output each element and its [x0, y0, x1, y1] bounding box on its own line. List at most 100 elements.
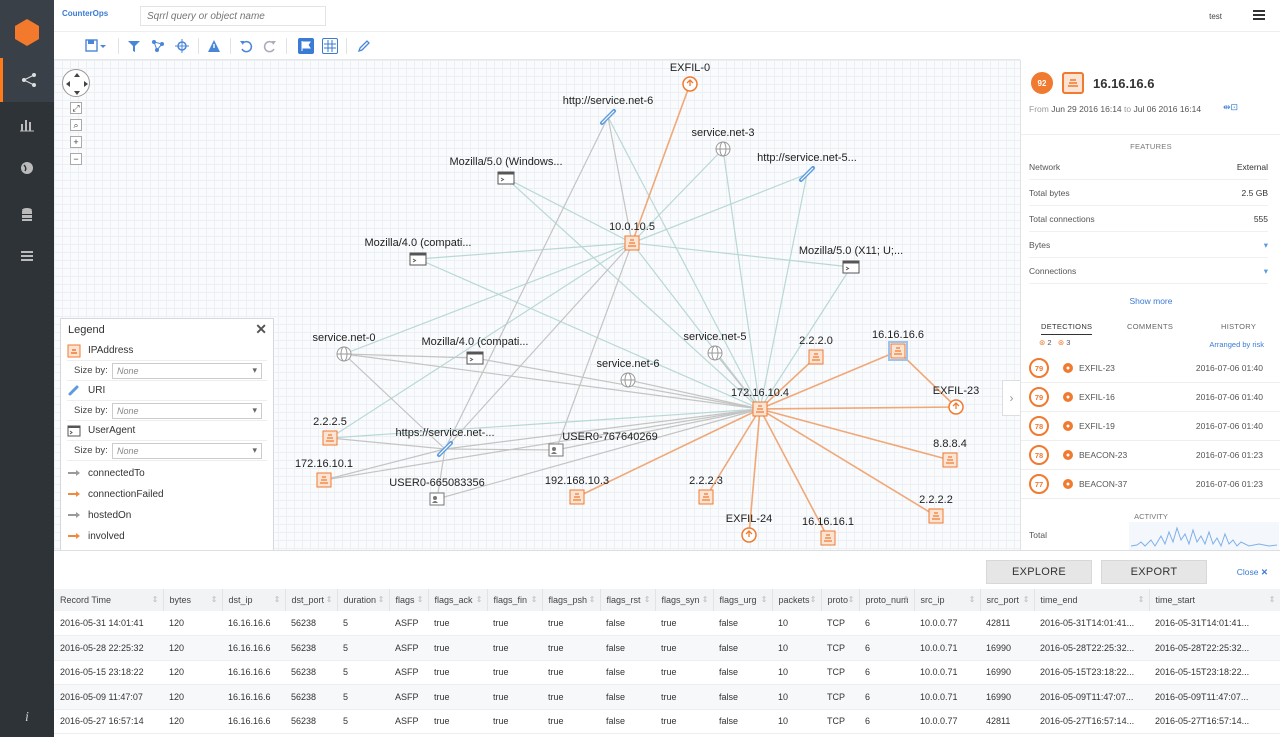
node-label[interactable]: Mozilla/4.0 (compati... — [365, 237, 472, 249]
column-header[interactable]: time_end — [1034, 589, 1150, 611]
info-nav-icon[interactable]: i — [25, 710, 29, 725]
ip-node-icon[interactable] — [322, 430, 338, 446]
graph-edge[interactable] — [631, 242, 761, 410]
ip-node-icon[interactable] — [808, 349, 824, 365]
ip-node-icon[interactable] — [752, 401, 768, 417]
node-label[interactable]: http://service.net-5... — [757, 152, 857, 164]
column-header[interactable]: time_start — [1149, 589, 1280, 611]
globe-node-icon[interactable] — [336, 346, 352, 362]
undo-icon[interactable] — [238, 38, 254, 54]
layout-icon[interactable] — [150, 38, 166, 54]
node-label[interactable]: EXFIL-0 — [670, 62, 710, 74]
detection-row[interactable]: 77 ● BEACON-37 2016-07-06 01:23 — [1021, 470, 1280, 499]
graph-nav-icon[interactable] — [0, 58, 54, 102]
column-header[interactable]: bytes — [163, 589, 223, 611]
exfil-node-icon[interactable] — [682, 76, 698, 92]
graph-edge[interactable] — [631, 148, 724, 244]
brand-name[interactable]: CounterOps — [62, 9, 109, 18]
column-header[interactable]: src_ip — [914, 589, 981, 611]
tab-comments[interactable]: COMMENTS — [1127, 322, 1174, 331]
export-button[interactable]: EXPORT — [1101, 560, 1207, 584]
graph-edge[interactable] — [505, 177, 633, 244]
globe-node-icon[interactable] — [707, 345, 723, 361]
table-row[interactable]: 2016-05-31 14:01:41 120 16.16.16.6 56238 5 AS… — [54, 611, 1280, 636]
column-header[interactable]: flags_urg — [713, 589, 773, 611]
search-input[interactable] — [140, 6, 326, 26]
node-label[interactable]: 172.16.10.1 — [295, 458, 353, 470]
graph-edge[interactable] — [759, 350, 899, 410]
globe-nav-icon[interactable] — [0, 146, 54, 190]
ip-node-icon[interactable] — [569, 489, 585, 505]
graph-edge[interactable] — [444, 408, 761, 450]
terminal-node-icon[interactable] — [409, 252, 427, 266]
column-header[interactable]: dst_port — [285, 589, 338, 611]
graph-edge[interactable] — [759, 408, 829, 539]
graph-edge[interactable] — [436, 448, 446, 500]
node-label[interactable]: 172.16.10.4 — [731, 387, 789, 399]
pan-control[interactable] — [62, 69, 90, 97]
graph-edge[interactable] — [607, 116, 761, 410]
column-header[interactable]: flags_rst — [600, 589, 656, 611]
node-label[interactable]: EXFIL-24 — [726, 513, 772, 525]
exfil-node-icon[interactable] — [948, 399, 964, 415]
table-row[interactable]: 2016-05-15 23:18:22 120 16.16.16.6 56238 5 AS… — [54, 660, 1280, 685]
app-logo[interactable] — [0, 0, 54, 62]
graph-edge[interactable] — [444, 448, 557, 451]
edit-icon[interactable] — [356, 38, 372, 54]
node-label[interactable]: Mozilla/5.0 (Windows... — [449, 156, 562, 168]
graph-edge[interactable] — [722, 148, 761, 410]
node-label[interactable]: 16.16.16.1 — [802, 516, 854, 528]
feature-row-expandable[interactable]: Bytes ▾ — [1029, 232, 1268, 258]
terminal-node-icon[interactable] — [466, 351, 484, 365]
user-name[interactable]: test — [1209, 12, 1222, 21]
save-icon[interactable] — [84, 38, 108, 54]
node-label[interactable]: 2.2.2.3 — [689, 475, 723, 487]
column-header[interactable]: flags_syn — [655, 589, 714, 611]
show-more-link[interactable]: Show more — [1129, 296, 1173, 306]
focus-icon[interactable] — [174, 38, 190, 54]
user-node-icon[interactable] — [429, 492, 445, 506]
graph-edge[interactable] — [343, 353, 476, 359]
detection-row[interactable]: 79 ● EXFIL-16 2016-07-06 01:40 — [1021, 383, 1280, 412]
node-label[interactable]: Mozilla/4.0 (compati... — [422, 336, 529, 348]
graph-edge[interactable] — [759, 356, 817, 410]
terminal-node-icon[interactable] — [842, 260, 860, 274]
graph-edge[interactable] — [444, 242, 633, 450]
ip-node-icon[interactable] — [942, 452, 958, 468]
graph-edge[interactable] — [759, 173, 808, 410]
graph-edge[interactable] — [631, 173, 808, 244]
graph-edge[interactable] — [759, 406, 957, 410]
detection-row[interactable]: 78 ● EXFIL-19 2016-07-06 01:40 — [1021, 412, 1280, 441]
graph-edge[interactable] — [759, 408, 937, 517]
graph-edge[interactable] — [555, 408, 761, 451]
column-header[interactable]: flags_fin — [487, 589, 543, 611]
graph-edge[interactable] — [627, 379, 761, 410]
ip-node-icon[interactable] — [890, 343, 906, 359]
zoom-out-icon[interactable]: − — [70, 153, 82, 165]
column-header[interactable]: dst_ip — [222, 589, 286, 611]
ip-node-icon[interactable] — [624, 235, 640, 251]
collapse-panel-icon[interactable]: › — [1002, 380, 1020, 416]
close-results-button[interactable]: Close ✕ — [1237, 567, 1268, 578]
link-node-icon[interactable] — [437, 441, 453, 457]
column-header[interactable]: src_port — [980, 589, 1035, 611]
graph-edge[interactable] — [343, 242, 633, 355]
table-row[interactable]: 2016-05-27 16:57:14 120 16.16.16.6 56238 5 AS… — [54, 709, 1280, 734]
flag-view-icon[interactable] — [298, 38, 314, 54]
graph-edge[interactable] — [748, 408, 761, 536]
terminal-node-icon[interactable] — [497, 171, 515, 185]
graph-edge[interactable] — [417, 242, 633, 260]
node-label[interactable]: EXFIL-23 — [933, 385, 979, 397]
ip-node-icon[interactable] — [928, 508, 944, 524]
filter-icon[interactable] — [126, 38, 142, 54]
node-label[interactable]: 10.0.10.5 — [609, 221, 655, 233]
graph-edge[interactable] — [444, 116, 609, 450]
column-header[interactable]: Record Time — [54, 589, 164, 611]
column-header[interactable]: duration — [337, 589, 390, 611]
link-node-icon[interactable] — [600, 109, 616, 125]
globe-node-icon[interactable] — [620, 372, 636, 388]
range-from[interactable]: Jun 29 2016 16:14 — [1051, 104, 1122, 114]
column-header[interactable]: proto_num — [859, 589, 915, 611]
graph-edge[interactable] — [329, 408, 761, 439]
node-label[interactable]: service.net-0 — [313, 332, 376, 344]
